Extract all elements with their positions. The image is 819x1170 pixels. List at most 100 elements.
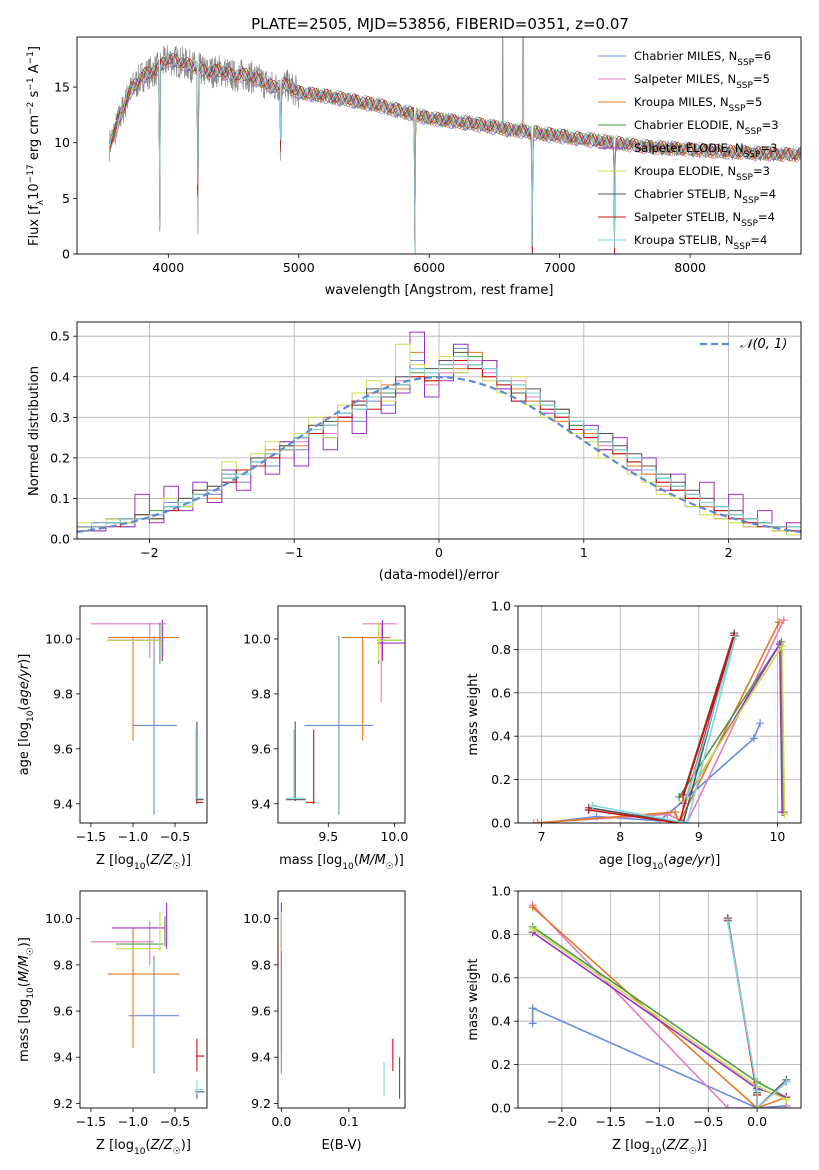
plot-area-z-weight [528,901,791,1108]
x-tick-label: 0 [435,545,443,560]
x-tick-label: 6000 [413,260,445,275]
panel-mass-age: 9.5 10.0 9.4 9.6 9.8 10.0 mass [log10(M/M☉)] [243,605,408,872]
x-tick-label: 8000 [674,260,706,275]
weight-marker [584,805,593,814]
residual-histogram-4 [77,331,801,532]
data-point-6 [196,721,204,802]
age-weight-ylabel: mass weight [466,673,481,755]
weight-line-0 [541,722,761,823]
data-point-8 [195,1080,204,1095]
spectrum-xlabel: wavelength [Angstrom, rest frame] [325,283,554,298]
axes-frame [277,890,406,1109]
weight-marker [528,903,537,912]
z-age-ylabel: age [log10(age/yr)] [17,654,36,776]
weight-marker [749,734,758,743]
y-tick-label: 0.2 [50,450,70,465]
weight-marker [528,1019,537,1028]
y-tick-label: 10.0 [243,631,271,646]
y-tick-label: 0.4 [50,369,70,384]
weight-marker [683,819,692,823]
x-tick-label: −2.0 [547,1114,577,1129]
data-point-3 [116,916,166,947]
x-tick-label: −0.5 [160,829,190,844]
data-point-5 [377,622,403,661]
legend-label-2: Kroupa MILES, NSSP=5 [634,95,762,114]
residual-histogram-6 [77,351,801,532]
weight-marker [533,819,542,823]
weight-marker [671,808,680,817]
figure-title: PLATE=2505, MJD=53856, FIBERID=0351, z=0… [251,15,629,33]
panel-residuals: −2 −1 0 1 2 0.0 0.1 0.2 0.3 0.4 0.5 𝒩(0, 1) (data-mo… [27,321,802,583]
x-tick-label: −0.5 [693,1114,723,1129]
data-point-4 [111,902,168,949]
axes-frame [79,890,208,1109]
legend-label-3: Chabrier ELODIE, NSSP=3 [634,118,779,137]
panel-z-age: −1.5 −1.0 −0.5 9.4 9.6 9.8 10.0 Z [log10(Z/Z☉)]… [17,605,208,872]
weight-line-1 [533,619,785,823]
plot-area-mass-age [285,619,405,815]
weight-marker [723,917,732,926]
x-tick-label: −1.0 [118,1114,148,1129]
y-tick-label: 9.6 [251,1004,271,1019]
model-spectrum-3 [109,54,801,254]
y-tick-label: 0.0 [50,532,70,547]
weight-marker [782,1104,791,1108]
model-spectrum-7 [109,52,801,254]
axes-frame [517,605,802,824]
x-tick-label: 5000 [283,260,315,275]
weight-line-2 [532,906,787,1108]
legend-label-0: Chabrier MILES, NSSP=6 [634,49,771,68]
data-point-7 [196,798,204,804]
normal-legend-label: 𝒩(0, 1) [740,337,787,352]
x-tick-label: 9.5 [318,829,338,844]
spectrum-ylabel: Flux [fλ10−17 erg cm−2 s−1 A−1] [26,46,46,246]
weight-marker [588,801,597,810]
weight-marker [780,810,789,819]
weight-line-8 [592,636,737,823]
axes-frame [79,605,208,824]
weight-marker [731,632,740,641]
data-point-7 [305,729,316,804]
y-tick-label: 0.4 [491,729,511,744]
y-tick-label: 0.6 [491,685,511,700]
y-tick-label: 1.0 [491,884,511,899]
data-point-8 [195,729,203,799]
y-tick-label: 9.6 [53,1004,73,1019]
axes-frame [517,890,802,1109]
x-tick-label: −1.5 [76,829,106,844]
weight-marker [779,616,788,625]
weight-line-8 [727,921,787,1108]
x-tick-label: 10 [769,829,785,844]
x-tick-label: 4000 [152,260,184,275]
weight-line-0 [531,1006,787,1108]
x-tick-label: 8 [616,829,624,844]
x-tick-label: 1 [580,545,588,560]
legend-label-5: Kroupa ELODIE, NSSP=3 [634,164,770,183]
x-tick-label: 7000 [544,260,576,275]
legend-label-1: Salpeter MILES, NSSP=5 [634,72,770,91]
data-point-2 [107,927,180,1048]
x-tick-label: −2 [140,545,158,560]
weight-marker [753,1104,762,1108]
x-tick-label: 0.0 [271,1114,291,1129]
y-tick-label: 9.6 [53,741,73,756]
x-tick-label: −1.0 [118,829,148,844]
y-tick-label: 15 [54,80,70,95]
y-tick-label: 0.3 [50,410,70,425]
data-point-0 [132,636,177,815]
weight-marker [663,810,672,819]
weight-line-2 [537,621,780,823]
y-tick-label: 9.2 [53,1096,73,1111]
weight-marker [778,642,787,651]
weight-marker [537,819,546,823]
y-tick-label: 9.6 [251,741,271,756]
data-point-6 [285,721,306,802]
data-point-0 [304,636,374,815]
plot-area-ebv-mass [280,902,401,1099]
y-tick-label: 9.4 [53,796,73,811]
axes-frame [277,605,406,824]
x-tick-label: 2 [725,545,733,560]
axes-frame [76,36,802,255]
x-tick-label: 9 [695,829,703,844]
spectrum-legend: Chabrier MILES, NSSP=6 Salpeter MILES, NS… [598,49,779,252]
